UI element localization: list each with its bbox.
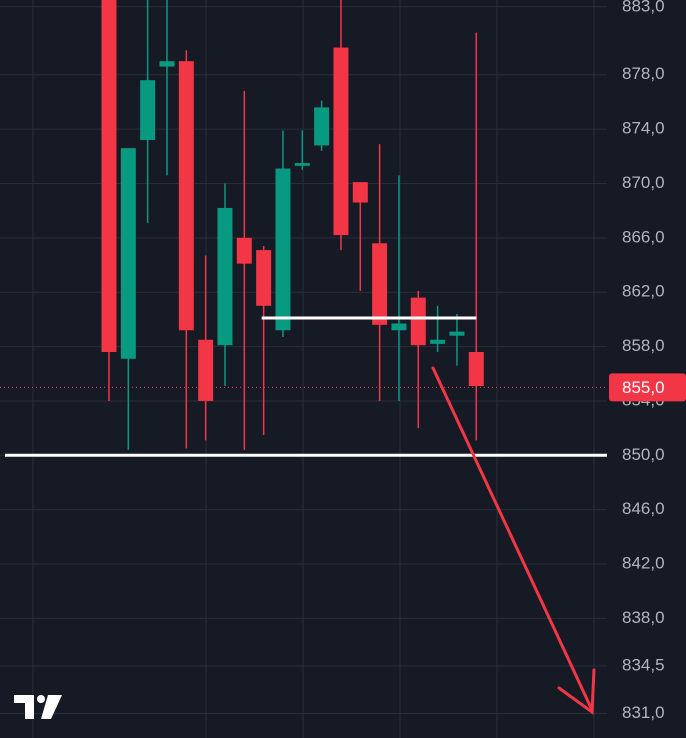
y-tick-label: 862,0 <box>622 282 665 301</box>
y-tick-label: 850,0 <box>622 445 665 464</box>
candle-body <box>314 107 330 146</box>
logo <box>14 695 62 719</box>
y-tick-label: 846,0 <box>622 499 665 518</box>
candle-body <box>275 168 291 331</box>
candle-body <box>294 163 310 166</box>
candle-body <box>449 331 465 336</box>
y-tick-label: 866,0 <box>622 227 665 246</box>
arrow <box>431 366 596 715</box>
candle-body <box>333 47 349 236</box>
candle-body <box>159 61 175 67</box>
candle-body <box>391 323 407 331</box>
y-tick-label: 834,5 <box>622 655 665 674</box>
candle-body <box>217 207 233 346</box>
last-price-label: 855,0 <box>622 378 665 397</box>
last-price-box <box>609 373 686 402</box>
candle-body <box>352 182 368 203</box>
candle-body <box>410 297 426 346</box>
y-tick-label: 858,0 <box>622 336 665 355</box>
candle-body <box>372 243 388 325</box>
candle-body <box>140 80 156 140</box>
candle-body <box>256 250 272 306</box>
y-tick-label: 883,0 <box>622 0 665 15</box>
candle-body <box>198 339 214 401</box>
candle-body <box>120 148 136 359</box>
y-tick-label: 874,0 <box>622 119 665 138</box>
y-tick-label: 838,0 <box>622 608 665 627</box>
y-tick-label: 831,0 <box>622 703 665 722</box>
candle-body <box>178 61 194 331</box>
y-tick-label: 878,0 <box>622 64 665 83</box>
y-tick-label: 870,0 <box>622 173 665 192</box>
candle-body <box>430 339 446 344</box>
candle-body <box>101 0 117 353</box>
candle-body <box>236 237 252 264</box>
y-tick-label: 842,0 <box>622 554 665 573</box>
candle-body <box>468 352 484 386</box>
